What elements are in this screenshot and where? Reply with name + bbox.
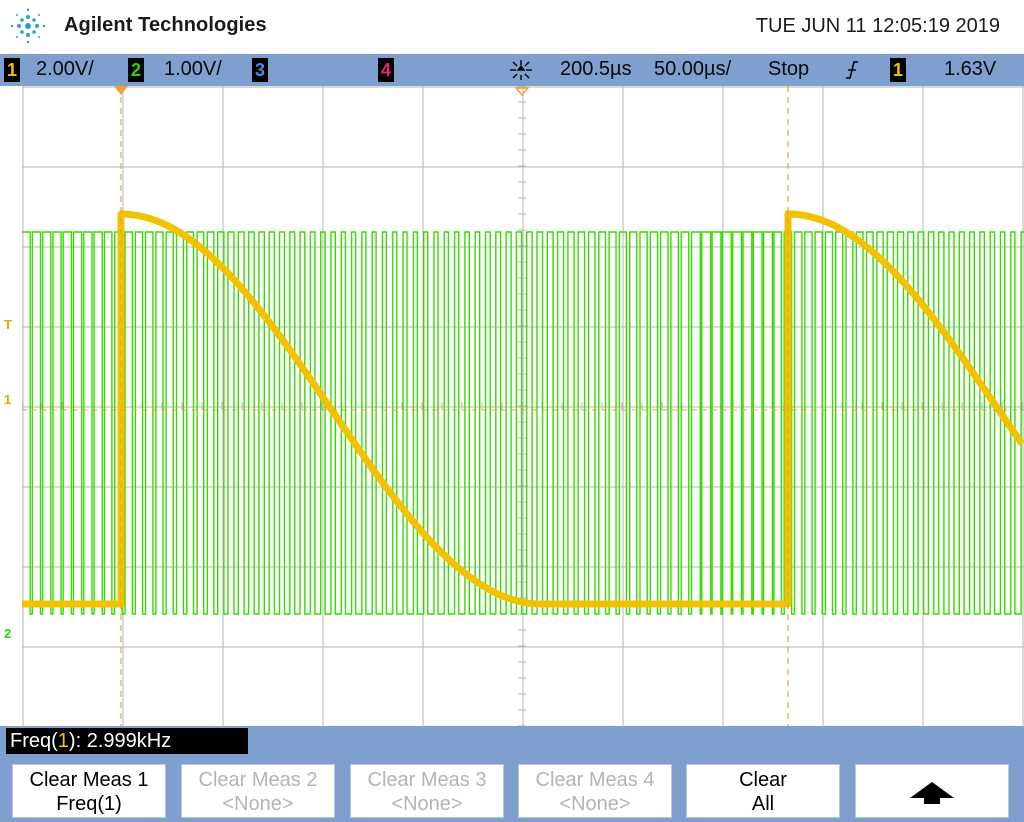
ch2-pwm-path bbox=[22, 231, 1024, 615]
clear-meas-2-button[interactable]: Clear Meas 2 <None> bbox=[181, 764, 335, 818]
ch1-badge[interactable]: 1 bbox=[4, 58, 20, 82]
waveform-display[interactable] bbox=[22, 86, 1024, 726]
trigger-source-badge[interactable]: 1 bbox=[890, 58, 906, 82]
clear-meas-4-button[interactable]: Clear Meas 4 <None> bbox=[518, 764, 672, 818]
softkey-sublabel: <None> bbox=[559, 793, 631, 815]
meas-value: 2.999kHz bbox=[86, 730, 172, 752]
trigger-position-marker bbox=[114, 86, 128, 95]
measurement-readout: Freq(1): 2.999kHz bbox=[6, 728, 248, 754]
meas-label-suffix: ): bbox=[68, 730, 87, 752]
status-bar: 1 2.00V/ 2 1.00V/ 3 4 200.5µs 50.00µs/ S… bbox=[0, 54, 1024, 86]
softkey-label: Clear Meas 4 bbox=[535, 769, 655, 791]
clear-meas-3-button[interactable]: Clear Meas 3 <None> bbox=[350, 764, 504, 818]
softkey-sublabel: <None> bbox=[391, 793, 463, 815]
delay-icon bbox=[510, 60, 532, 80]
ch2-scale: 1.00V/ bbox=[164, 58, 222, 80]
ch2-ground-marker: 2 bbox=[4, 626, 12, 641]
delay-reference-marker bbox=[514, 87, 530, 97]
header: Agilent Technologies TUE JUN 11 12:05:19… bbox=[0, 0, 1024, 54]
trigger-level: 1.63V bbox=[944, 58, 997, 80]
left-margin bbox=[0, 86, 22, 726]
trigger-level-marker: T bbox=[4, 317, 12, 332]
ch3-badge[interactable]: 3 bbox=[252, 58, 268, 82]
ch1-trace bbox=[22, 210, 1024, 608]
date-time: TUE JUN 11 12:05:19 2019 bbox=[755, 15, 1000, 37]
ch1-scale: 2.00V/ bbox=[36, 58, 94, 80]
timebase-value: 50.00µs/ bbox=[654, 58, 732, 80]
clear-all-button[interactable]: Clear All bbox=[686, 764, 840, 818]
softkey-sublabel: All bbox=[751, 793, 775, 815]
ch1-ground-marker: 1 bbox=[4, 392, 12, 407]
softkey-label: Clear Meas 3 bbox=[367, 769, 487, 791]
softkey-bar: Clear Meas 1 Freq(1) Clear Meas 2 <None>… bbox=[0, 760, 1024, 822]
ch4-badge[interactable]: 4 bbox=[378, 58, 394, 82]
ch2-trace bbox=[22, 231, 1024, 615]
run-state: Stop bbox=[768, 58, 810, 80]
measurement-bar: Freq(1): 2.999kHz bbox=[0, 726, 1024, 760]
softkey-label: Clear Meas 1 bbox=[29, 769, 149, 791]
delay-value: 200.5µs bbox=[560, 58, 632, 80]
ch2-badge[interactable]: 2 bbox=[128, 58, 144, 82]
softkey-label: Clear bbox=[739, 769, 787, 791]
agilent-spark-logo-icon bbox=[10, 8, 46, 44]
meas-label-prefix: Freq( bbox=[10, 730, 58, 752]
back-up-button[interactable] bbox=[855, 764, 1009, 818]
softkey-label: Clear Meas 2 bbox=[198, 769, 318, 791]
softkey-sublabel: Freq(1) bbox=[56, 793, 122, 815]
clear-meas-1-button[interactable]: Clear Meas 1 Freq(1) bbox=[12, 764, 166, 818]
softkey-sublabel: <None> bbox=[222, 793, 294, 815]
up-arrow-icon bbox=[910, 782, 954, 804]
brand-name: Agilent Technologies bbox=[64, 14, 267, 36]
meas-channel: 1 bbox=[57, 730, 69, 752]
falling-edge-icon bbox=[846, 61, 858, 79]
